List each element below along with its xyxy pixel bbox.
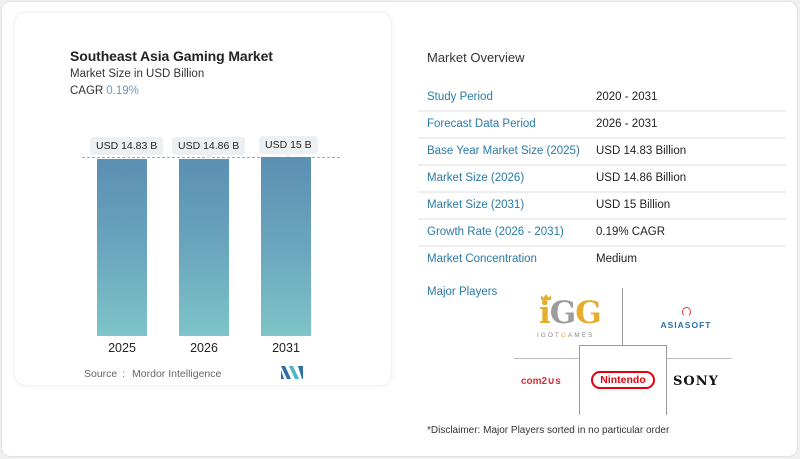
- source-label: Source: [84, 368, 118, 380]
- cagr-value: 0.19%: [106, 85, 139, 97]
- disclaimer: *Disclaimer: Major Players sorted in no …: [427, 425, 670, 436]
- overview-row: Market Concentration Medium: [418, 247, 786, 274]
- overview-value: 2020 - 2031: [596, 91, 658, 103]
- crown-icon: [541, 294, 551, 300]
- overview-value: 2026 - 2031: [596, 118, 658, 130]
- overview-row: Market Size (2031) USD 15 Billion: [418, 193, 786, 220]
- source-value: Mordor Intelligence: [132, 368, 222, 380]
- bar-data-label: USD 14.86 B: [172, 137, 246, 159]
- mordor-intelligence-logo-icon: [281, 366, 303, 379]
- overview-key: Forecast Data Period: [427, 118, 536, 130]
- overview-key: Market Size (2031): [427, 199, 525, 211]
- overview-row: Growth Rate (2026 - 2031) 0.19% CAGR: [418, 220, 786, 247]
- overview-row: Market Size (2026) USD 14.86 Billion: [418, 166, 786, 193]
- bar-2026: [179, 159, 229, 336]
- asiasoft-wordmark: ASIASOFT: [660, 320, 712, 330]
- source-note: Source : Mordor Intelligence: [84, 368, 221, 380]
- asiasoft-mark-icon: [681, 307, 691, 317]
- overview-title: Market Overview: [427, 50, 525, 65]
- com2us-logo: com2∪s: [521, 376, 561, 387]
- bar-data-label: USD 15 B: [259, 136, 318, 158]
- major-players-label: Major Players: [427, 286, 498, 298]
- overview-row: Base Year Market Size (2025) USD 14.83 B…: [418, 139, 786, 166]
- x-tick-label: 2025: [108, 341, 136, 355]
- chart-subtitle: Market Size in USD Billion: [70, 68, 205, 80]
- bar-chart: USD 14.83 B 2025 USD 14.86 B 2026 USD 15…: [2, 2, 402, 402]
- logo-grid-divider: [666, 358, 732, 359]
- overview-value: USD 14.86 Billion: [596, 172, 687, 184]
- chart-cagr: CAGR 0.19%: [70, 85, 139, 97]
- logo-grid-divider: [514, 358, 590, 359]
- overview-value: Medium: [596, 253, 637, 265]
- nintendo-logo: Nintendo: [591, 371, 655, 389]
- bar-2031: [261, 157, 311, 336]
- cagr-label: CAGR: [70, 85, 104, 97]
- asiasoft-logo: ASIASOFT: [656, 307, 716, 337]
- bar-data-label: USD 14.83 B: [90, 137, 164, 159]
- sony-logo: SONY: [673, 374, 719, 389]
- overview-row: Forecast Data Period 2026 - 2031: [418, 112, 786, 139]
- overview-row: Study Period 2020 - 2031: [418, 85, 786, 112]
- igg-tagline: IGOTGAMES: [537, 332, 595, 339]
- overview-value: USD 14.83 Billion: [596, 145, 687, 157]
- overview-value: USD 15 Billion: [596, 199, 671, 211]
- igg-logo: iGG IGOTGAMES: [535, 294, 605, 342]
- overview-key: Study Period: [427, 91, 493, 103]
- x-tick-label: 2031: [272, 341, 300, 355]
- igg-wordmark: iGG: [539, 295, 602, 331]
- overview-key: Market Size (2026): [427, 172, 525, 184]
- x-tick-label: 2026: [190, 341, 218, 355]
- overview-value: 0.19% CAGR: [596, 226, 666, 238]
- overview-key: Market Concentration: [427, 253, 537, 265]
- overview-table: Study Period 2020 - 2031 Forecast Data P…: [418, 85, 786, 274]
- logo-grid-divider: [622, 288, 623, 358]
- overview-key: Growth Rate (2026 - 2031): [427, 226, 564, 238]
- chart-title: Southeast Asia Gaming Market: [70, 48, 273, 64]
- overview-key: Base Year Market Size (2025): [427, 145, 580, 157]
- source-separator: :: [122, 368, 126, 380]
- bar-2025: [97, 159, 147, 336]
